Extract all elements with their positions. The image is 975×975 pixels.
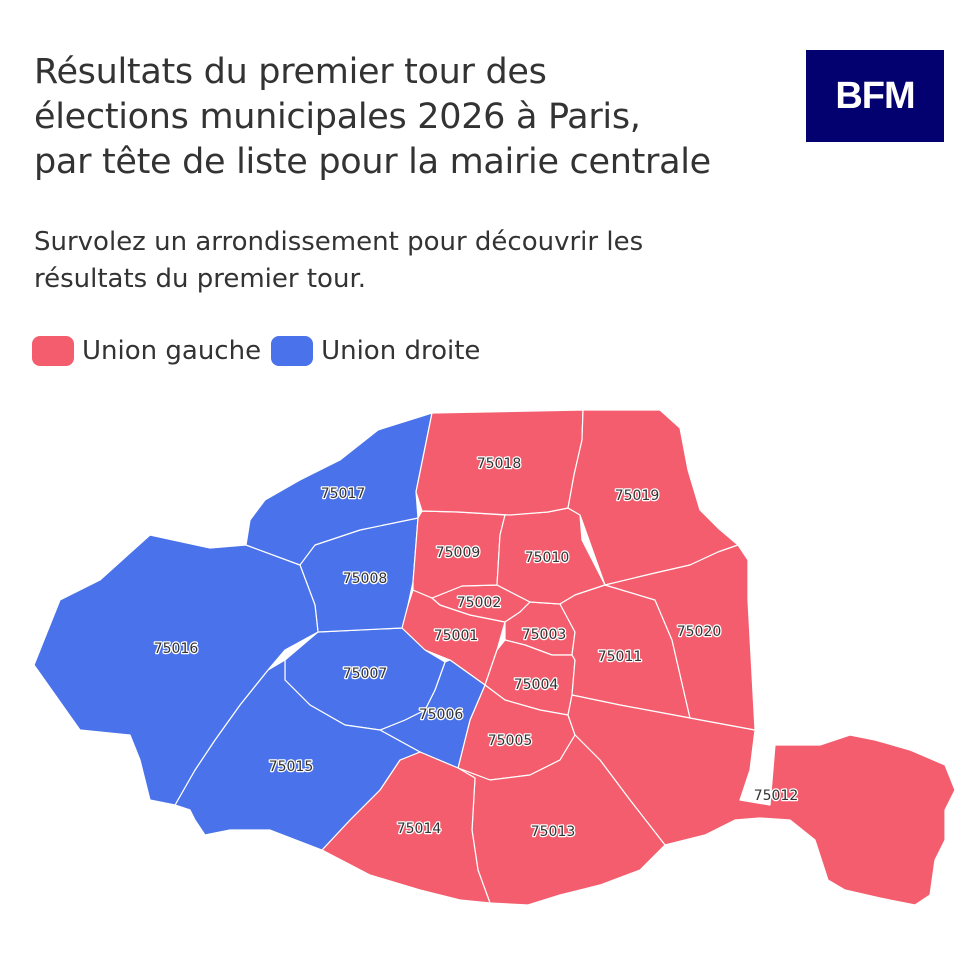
arrondissement-label-75001: 75001 [434,628,479,644]
legend-label: Union gauche [82,336,262,366]
arrondissement-label-75005: 75005 [488,733,533,749]
arrondissement-75020[interactable] [604,544,756,731]
arrondissement-label-75011: 75011 [598,649,643,665]
arrondissement-label-75015: 75015 [269,759,314,775]
arrondissement-label-75004: 75004 [514,677,559,693]
arrondissement-label-75002: 75002 [457,595,502,611]
arrondissement-label-75019: 75019 [615,488,660,504]
arrondissement-label-75013: 75013 [531,824,576,840]
legend-item-union-gauche[interactable]: Union gauche [32,336,261,366]
arrondissement-label-75009: 75009 [436,545,481,561]
arrondissement-label-75018: 75018 [477,456,522,472]
bfm-logo: BFM [806,50,944,142]
arrondissement-75012[interactable] [567,694,956,906]
arrondissement-label-75016: 75016 [154,641,199,657]
arrondissement-75017[interactable] [245,412,433,566]
legend-item-union-droite[interactable]: Union droite [271,336,480,366]
arrondissement-label-75020: 75020 [677,624,722,640]
arrondissement-label-75008: 75008 [343,571,388,587]
chart-subtitle: Survolez un arrondissement pour découvri… [34,224,854,298]
chart-title: Résultats du premier tour des élections … [34,50,824,185]
arrondissement-label-75010: 75010 [525,550,570,566]
subtitle-line: Survolez un arrondissement pour découvri… [34,227,644,257]
legend-swatch [32,336,74,366]
legend-label: Union droite [321,336,481,366]
arrondissement-label-75012: 75012 [754,788,799,804]
title-line: Résultats du premier tour des [34,52,547,92]
arrondissement-label-75017: 75017 [321,486,366,502]
arrondissement-75016[interactable] [33,534,319,806]
subtitle-line: résultats du premier tour. [34,264,367,294]
title-line: par tête de liste pour la mairie central… [34,142,711,182]
legend: Union gauche Union droite [32,336,480,366]
arrondissement-label-75006: 75006 [419,707,464,723]
legend-swatch [271,336,314,366]
paris-map: 75001 75002 75003 75004 75005 75006 75007 75008… [33,409,956,906]
title-line: élections municipales 2026 à Paris, [34,97,641,137]
arrondissement-label-75014: 75014 [397,821,442,837]
arrondissement-label-75007: 75007 [343,666,388,682]
arrondissement-label-75003: 75003 [522,627,567,643]
